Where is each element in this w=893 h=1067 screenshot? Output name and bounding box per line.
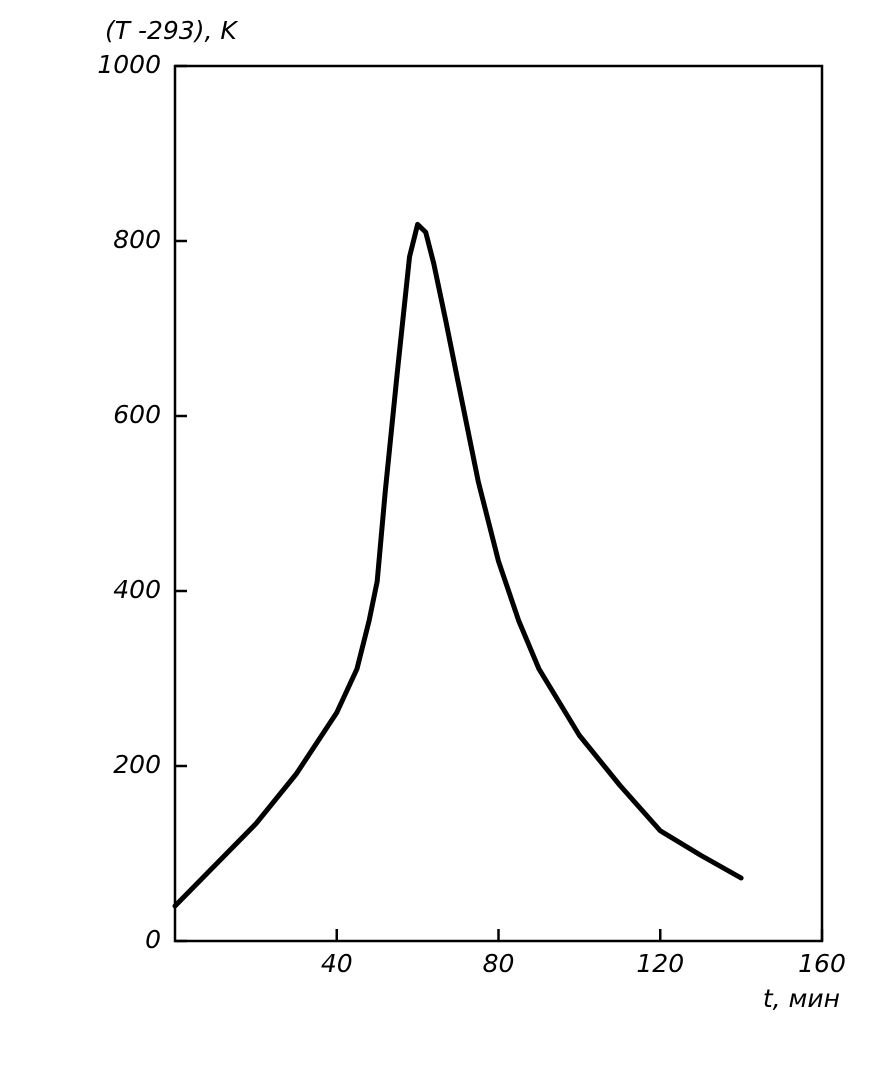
y-tick-label: 1000 xyxy=(97,50,161,79)
x-tick-label: 40 xyxy=(321,949,353,978)
x-axis-label: t, мин xyxy=(763,984,840,1013)
data-line xyxy=(172,221,744,909)
x-tick-label: 80 xyxy=(483,949,515,978)
y-tick-label: 400 xyxy=(113,575,161,604)
plot-frame xyxy=(173,64,824,943)
y-tick-label: 800 xyxy=(113,225,161,254)
x-tick-label: 160 xyxy=(798,949,846,978)
x-tick-label: 120 xyxy=(636,949,684,978)
y-tick-label: 600 xyxy=(113,400,161,429)
y-axis-label: (T -293), K xyxy=(105,16,239,45)
y-tick-label: 0 xyxy=(145,925,161,954)
y-tick-label: 200 xyxy=(113,750,161,779)
